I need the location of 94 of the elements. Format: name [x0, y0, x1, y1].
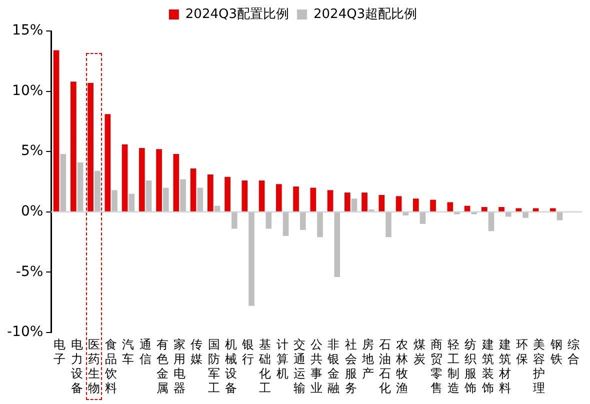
bar: [60, 154, 66, 212]
x-tick-label: 通信: [139, 338, 152, 366]
bar: [208, 174, 214, 212]
bar: [522, 212, 528, 218]
bar: [214, 206, 220, 212]
x-tick-label: 电子: [54, 338, 66, 366]
bar: [516, 208, 522, 212]
x-tick-label: 汽车: [122, 338, 134, 366]
bar: [327, 190, 334, 212]
x-tick-label: 机械设备: [224, 338, 237, 395]
y-tick-label: 15%: [12, 22, 44, 39]
bar: [317, 212, 323, 238]
x-tick-label: 交通运输: [293, 338, 306, 395]
x-tick-label: 石油石化: [379, 338, 392, 395]
bar: [556, 212, 563, 220]
bar: [242, 180, 248, 212]
bar: [146, 180, 152, 212]
bar: [77, 162, 84, 212]
x-tick-label: 公共事业: [310, 338, 323, 395]
x-tick-label: 房地产: [360, 338, 374, 381]
x-tick-label: 家用电器: [174, 338, 186, 395]
bar: [266, 212, 272, 229]
bar: [310, 188, 316, 212]
bar: [378, 194, 385, 212]
y-tick-label: 10%: [12, 82, 44, 99]
bar: [248, 212, 254, 306]
bar: [112, 190, 118, 212]
y-tick-label: -5%: [16, 264, 44, 280]
bar: [412, 198, 419, 212]
x-tick-label: 钢铁: [549, 338, 562, 366]
bar: [420, 212, 426, 224]
bar: [402, 212, 409, 216]
bar: [300, 212, 306, 230]
bar: [53, 50, 60, 212]
bar: [447, 202, 454, 212]
bar: [550, 208, 556, 212]
x-tick-label: 煤炭: [413, 338, 426, 366]
bar: [128, 194, 135, 212]
bar: [231, 212, 238, 229]
x-tick-label: 建筑装饰: [480, 338, 494, 395]
x-tick-label: 建筑材料: [498, 338, 511, 395]
y-tick-label: 5%: [20, 143, 44, 160]
bar: [498, 207, 504, 212]
bar: [334, 212, 340, 277]
x-tick-label: 银行: [241, 338, 254, 366]
x-tick-label: 美容护理: [532, 338, 546, 395]
x-tick-label: 电力设备: [70, 338, 83, 395]
bar: [344, 192, 350, 212]
bar: [532, 208, 539, 212]
bar: [173, 154, 180, 212]
bar: [396, 196, 402, 212]
bar: [362, 192, 368, 212]
bar: [94, 170, 100, 212]
bar: [104, 114, 111, 212]
bar: [505, 212, 512, 217]
bar: [197, 188, 204, 212]
bar: [190, 168, 196, 212]
bar: [122, 144, 128, 212]
x-tick-label: 轻工制造: [448, 338, 460, 395]
bar: [282, 212, 289, 236]
x-tick-label: 非银金融: [326, 338, 340, 395]
bar: [488, 212, 494, 232]
bar: [276, 184, 282, 212]
bar: [88, 82, 94, 212]
x-tick-label: 计算机: [276, 338, 288, 381]
x-tick-label: 食品饮料: [104, 338, 118, 395]
bar: [430, 200, 436, 212]
bar: [162, 188, 169, 212]
x-tick-label: 国防军工: [208, 338, 220, 395]
x-tick-label: 医药生物: [88, 338, 100, 395]
bar: [351, 198, 358, 212]
bar: [464, 206, 470, 212]
bar: [139, 148, 145, 212]
bar: [224, 176, 230, 212]
legend-label: 2024Q3配置比例: [185, 6, 290, 22]
x-tick-label: 纺织服饰: [464, 338, 477, 395]
x-tick-label: 传媒: [190, 338, 203, 366]
x-tick-label: 商贸零售: [430, 338, 442, 395]
x-tick-label: 社会服务: [344, 338, 357, 395]
y-tick-label: 0%: [20, 203, 44, 220]
bar: [386, 212, 392, 238]
x-tick-label: 有色金属: [156, 338, 168, 395]
bar: [481, 207, 488, 212]
bar: [70, 82, 76, 212]
x-tick-label: 农林牧渔: [395, 338, 408, 395]
x-tick-label: 环保: [516, 338, 528, 366]
x-tick-label: 基础化工: [258, 338, 272, 395]
bar: [156, 149, 162, 212]
x-tick-label: 综合: [567, 338, 580, 366]
bar: [293, 186, 299, 212]
bar: [180, 179, 186, 212]
y-tick-label: -10%: [6, 324, 44, 340]
bar: [258, 180, 265, 212]
legend-label: 2024Q3超配比例: [314, 6, 418, 22]
